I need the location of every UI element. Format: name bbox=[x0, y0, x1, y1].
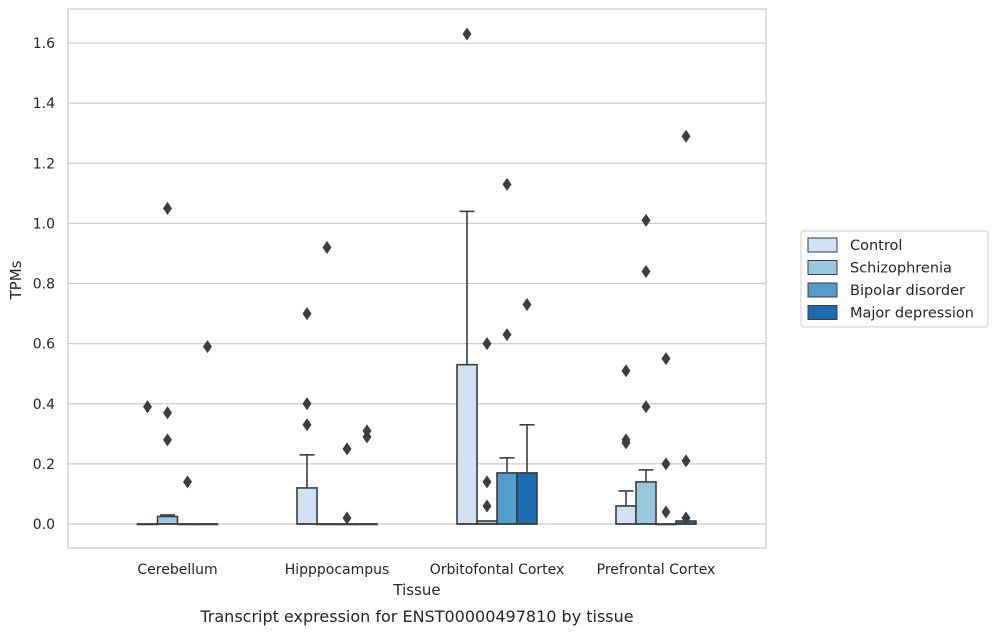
grid-lines bbox=[68, 42, 766, 525]
box-group bbox=[156, 201, 179, 525]
outlier-point bbox=[163, 201, 172, 215]
outlier-point bbox=[641, 400, 651, 414]
y-axis-title: TPMs bbox=[7, 260, 25, 300]
box-group bbox=[196, 340, 219, 526]
y-tick-label: 1.2 bbox=[33, 156, 55, 172]
x-axis-title: Tissue bbox=[392, 581, 440, 599]
y-tick-label: 0.2 bbox=[33, 457, 55, 473]
legend-swatch bbox=[807, 260, 838, 275]
x-tick-label: Orbitofontal Cortex bbox=[430, 562, 565, 578]
x-tick-label: Cerebellum bbox=[137, 562, 217, 578]
box bbox=[516, 472, 538, 525]
x-tick-label: Prefrontal Cortex bbox=[597, 562, 716, 578]
y-tick-labels: 0.0 0.2 0.4 0.6 0.8 1.0 1.2 1.4 1.6 bbox=[33, 36, 55, 533]
x-tick-labels: Cerebellum Hipppocampus Orbitofontal Corte… bbox=[137, 562, 715, 578]
outlier-point bbox=[661, 457, 671, 471]
legend-label: Major depression bbox=[850, 306, 974, 322]
outlier-point bbox=[322, 240, 332, 254]
outlier-point bbox=[462, 27, 472, 41]
outlier-point bbox=[641, 213, 651, 227]
outlier-point bbox=[681, 454, 691, 468]
legend-swatch bbox=[807, 305, 838, 320]
outlier-point bbox=[661, 352, 671, 366]
outlier-point bbox=[342, 442, 352, 456]
box-group bbox=[336, 442, 358, 526]
outlier-point bbox=[482, 337, 492, 351]
outlier-point bbox=[482, 475, 492, 489]
box-group bbox=[296, 307, 318, 525]
outlier-point bbox=[163, 433, 172, 447]
outlier-point bbox=[621, 364, 631, 378]
box-group bbox=[456, 27, 478, 525]
outlier-point bbox=[681, 511, 691, 525]
box-group bbox=[176, 475, 199, 526]
box bbox=[456, 363, 478, 525]
box-plots bbox=[136, 27, 697, 526]
y-tick-label: 1.6 bbox=[33, 36, 55, 52]
outlier-point bbox=[681, 129, 691, 143]
outlier-point bbox=[502, 177, 512, 191]
box-group bbox=[635, 213, 657, 525]
box-group bbox=[615, 364, 637, 525]
legend-label: Schizophrenia bbox=[850, 261, 952, 277]
box-group bbox=[516, 298, 538, 525]
outlier-point bbox=[621, 433, 631, 447]
box-group bbox=[356, 424, 378, 526]
box-group bbox=[136, 400, 159, 526]
chart-caption: Transcript expression for ENST0000049781… bbox=[199, 607, 633, 626]
legend-frame bbox=[800, 230, 989, 328]
outlier-point bbox=[362, 424, 372, 438]
box-group bbox=[476, 337, 498, 525]
box bbox=[156, 515, 179, 525]
y-tick-label: 0.4 bbox=[33, 397, 55, 413]
outlier-point bbox=[143, 400, 152, 414]
box bbox=[635, 481, 657, 525]
box-group bbox=[496, 177, 518, 525]
legend: Control Schizophrenia Bipolar disorder Majo… bbox=[800, 230, 989, 328]
outlier-point bbox=[302, 397, 312, 411]
y-tick-label: 0.6 bbox=[33, 337, 55, 353]
box bbox=[296, 487, 318, 525]
outlier-point bbox=[482, 499, 492, 513]
outlier-point bbox=[661, 505, 671, 519]
outlier-point bbox=[163, 406, 172, 420]
box bbox=[615, 505, 637, 525]
legend-label: Bipolar disorder bbox=[850, 283, 965, 299]
outlier-point bbox=[302, 418, 312, 432]
outlier-point bbox=[183, 475, 192, 489]
legend-label: Control bbox=[850, 238, 902, 254]
plot-frame bbox=[67, 8, 767, 549]
x-tick-label: Hipppocampus bbox=[285, 562, 390, 578]
outlier-point bbox=[342, 511, 352, 525]
outlier-point bbox=[502, 328, 512, 342]
y-tick-label: 1.4 bbox=[33, 96, 55, 112]
legend-swatch bbox=[807, 237, 838, 253]
y-tick-label: 1.0 bbox=[33, 216, 55, 232]
box-group bbox=[655, 352, 677, 526]
outlier-point bbox=[522, 298, 532, 312]
box-group bbox=[316, 240, 338, 526]
outlier-point bbox=[302, 307, 312, 321]
outlier-point bbox=[641, 264, 651, 278]
box-group bbox=[675, 129, 697, 525]
y-tick-label: 0.8 bbox=[33, 277, 55, 293]
legend-swatch bbox=[807, 282, 838, 298]
box bbox=[496, 472, 518, 525]
outlier-point bbox=[203, 340, 212, 354]
y-tick-label: 0.0 bbox=[33, 517, 55, 533]
